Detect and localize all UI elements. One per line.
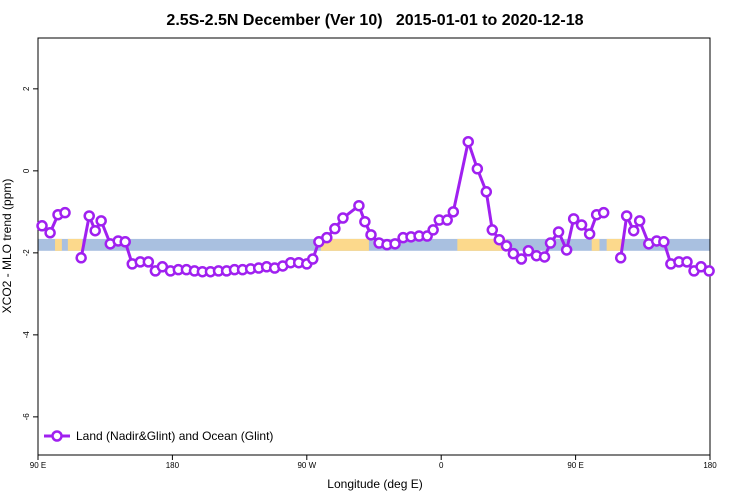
data-point	[142, 256, 155, 268]
data-point	[681, 256, 693, 268]
y-tick-label: 2	[22, 86, 31, 91]
data-point	[552, 226, 565, 238]
data-point	[627, 224, 640, 237]
land-segment	[320, 238, 369, 251]
land-segment	[457, 238, 507, 251]
data-point	[389, 238, 401, 250]
data-point	[44, 227, 56, 239]
data-point	[441, 214, 453, 226]
data-point	[567, 213, 580, 225]
x-tick-label: 180	[166, 461, 180, 470]
data-point	[544, 237, 557, 249]
data-point	[83, 210, 95, 222]
data-point	[95, 215, 107, 227]
data-point	[353, 199, 365, 212]
data-point	[522, 245, 535, 257]
data-point	[703, 265, 715, 277]
data-point	[538, 251, 551, 263]
data-point	[597, 206, 610, 219]
legend-item: Land (Nadir&Glint) and Ocean (Glint)	[44, 429, 273, 443]
data-point	[119, 236, 131, 248]
data-point	[560, 244, 573, 256]
y-axis-label: XCO2 - MLO trend (ppm)	[0, 179, 14, 314]
y-tick-label: -4	[22, 331, 31, 339]
data-point	[365, 229, 377, 241]
data-point	[36, 220, 48, 232]
legend-label: Land (Nadir&Glint) and Ocean (Glint)	[76, 429, 273, 443]
data-point	[515, 253, 528, 265]
data-point	[614, 252, 627, 264]
x-tick-label: 90 E	[30, 461, 46, 470]
plot-frame	[37, 37, 711, 456]
data-point	[486, 224, 499, 236]
y-tick-label: -2	[22, 249, 31, 257]
land-segment	[67, 238, 83, 251]
data-point	[307, 253, 319, 265]
y-tick-label: 0	[22, 168, 31, 173]
data-point	[471, 163, 484, 175]
land-segment	[55, 238, 62, 251]
data-point	[321, 231, 333, 244]
legend-marker	[51, 430, 63, 442]
data-point	[75, 252, 87, 264]
land-segment	[606, 238, 622, 251]
data-point	[620, 210, 633, 222]
data-point	[337, 212, 349, 224]
data-point	[480, 186, 493, 198]
data-point	[89, 224, 101, 237]
data-point	[462, 135, 474, 148]
data-point	[359, 215, 371, 228]
data-point	[583, 228, 596, 240]
x-axis-label: Longitude (deg E)	[327, 477, 422, 491]
x-tick-label: 0	[439, 461, 444, 470]
data-point	[59, 206, 71, 219]
data-point	[658, 236, 670, 248]
y-tick-label: -6	[22, 413, 31, 421]
data-point	[575, 219, 588, 231]
data-point	[633, 215, 646, 227]
chart-title: 2.5S-2.5N December (Ver 10) 2015-01-01 t…	[166, 12, 583, 29]
x-tick-label: 90 E	[567, 461, 583, 470]
data-point	[493, 233, 506, 246]
x-tick-label: 90 W	[297, 461, 316, 470]
data-point	[500, 240, 513, 252]
data-point	[507, 247, 520, 260]
data-point	[447, 206, 460, 218]
x-tick-label: 180	[703, 461, 717, 470]
land-segment	[591, 238, 600, 251]
data-point	[427, 224, 439, 236]
data-point	[329, 222, 341, 235]
